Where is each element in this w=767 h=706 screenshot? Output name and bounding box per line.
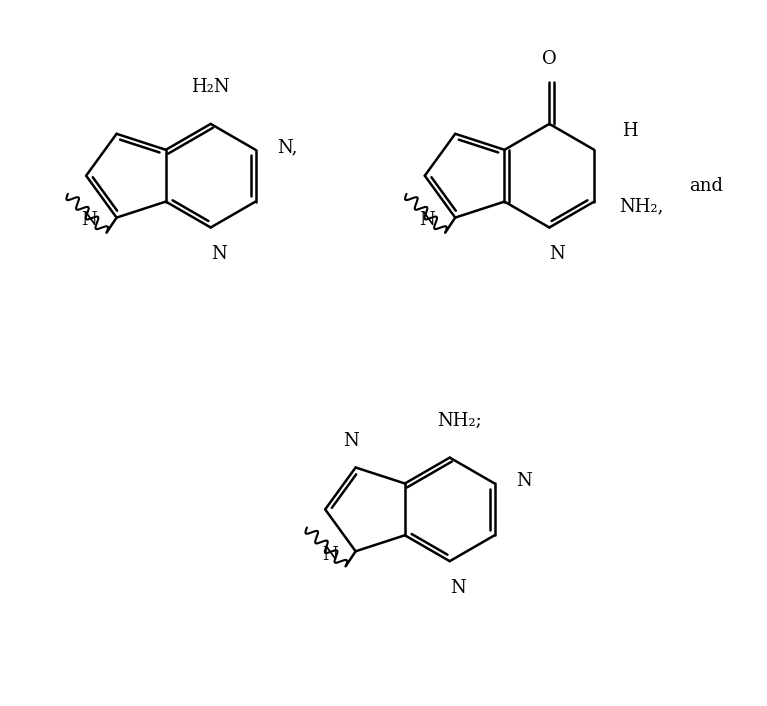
Text: N,: N, <box>278 139 298 157</box>
Text: N: N <box>322 546 337 564</box>
Text: H: H <box>622 122 637 140</box>
Text: NH₂;: NH₂; <box>437 412 482 430</box>
Text: N: N <box>81 210 97 229</box>
Text: N: N <box>549 246 565 263</box>
Text: N: N <box>516 472 532 491</box>
Text: N: N <box>343 431 358 450</box>
Text: O: O <box>542 50 557 68</box>
Text: N: N <box>211 246 226 263</box>
Text: N: N <box>449 579 466 597</box>
Text: NH₂,: NH₂, <box>619 198 663 215</box>
Text: and: and <box>689 176 723 195</box>
Text: N: N <box>420 210 436 229</box>
Text: H₂N: H₂N <box>192 78 230 96</box>
